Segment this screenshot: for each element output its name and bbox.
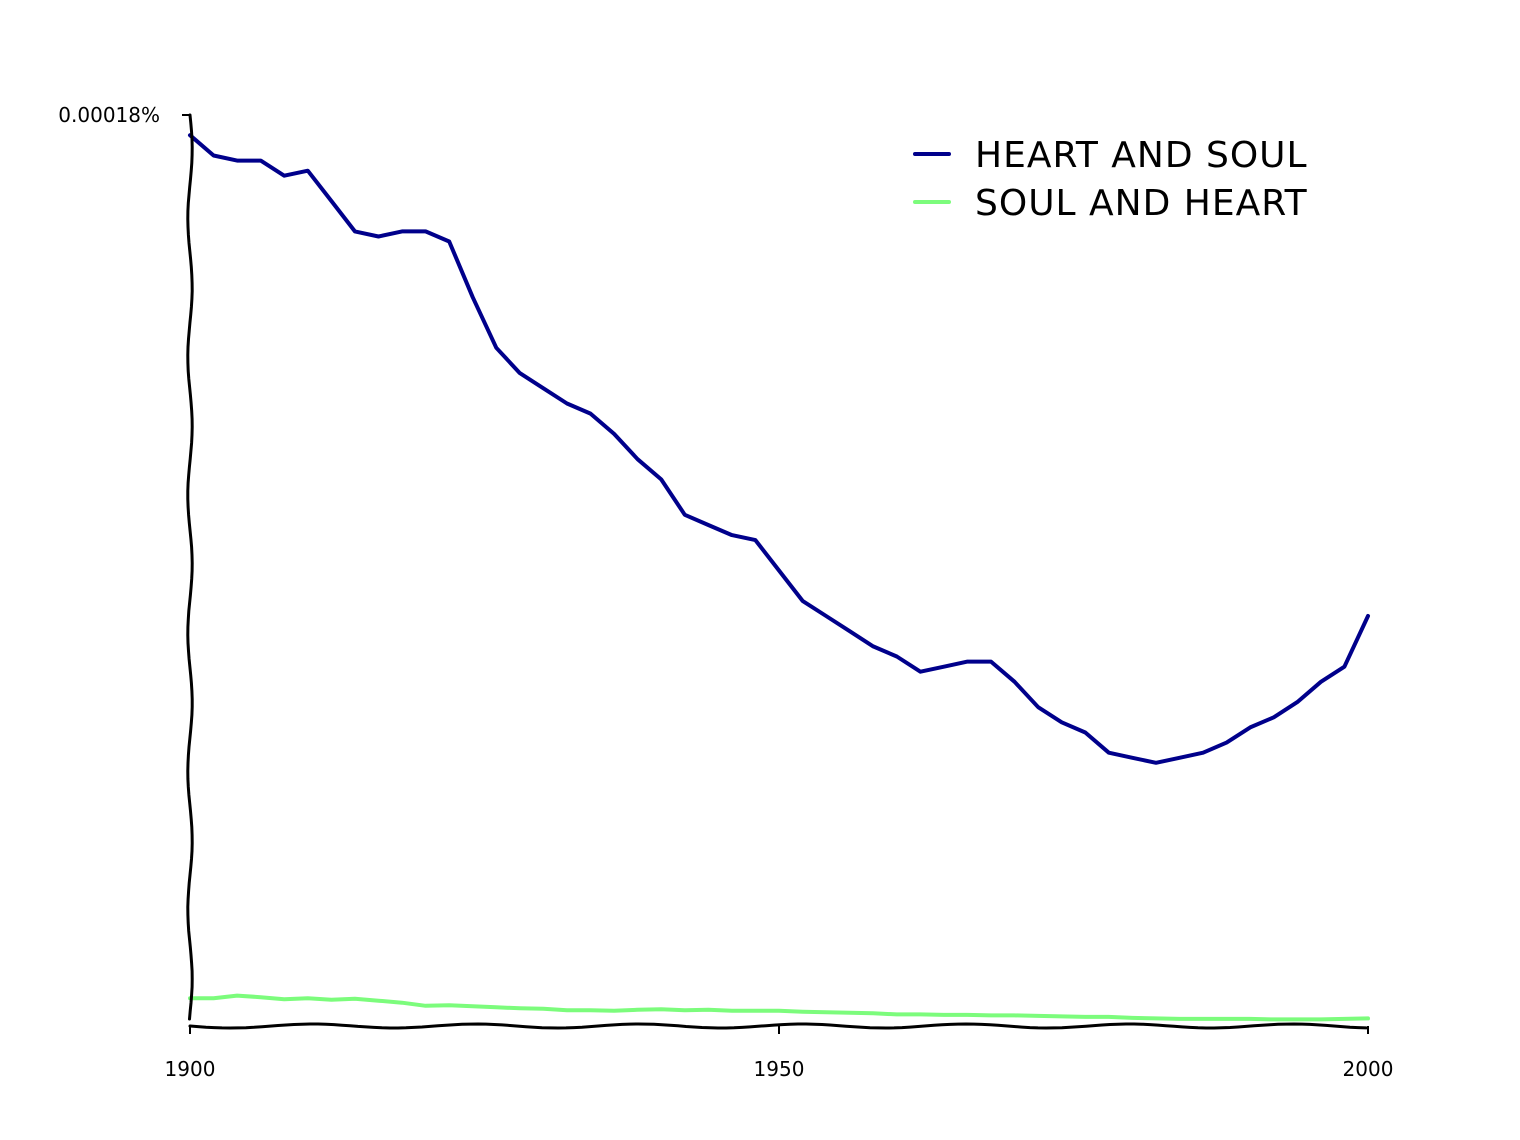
x-tick-label: 1900 (165, 1057, 216, 1081)
x-axis-line (188, 1022, 1368, 1030)
legend-label-soul-and-heart: SOUL AND HEART (975, 183, 1308, 224)
x-tick-label: 2000 (1343, 1057, 1394, 1081)
x-tick-label: 1950 (754, 1057, 805, 1081)
y-axis-line (186, 113, 194, 1021)
y-tick-label: 0.00018% (58, 103, 160, 127)
ticks: 1900 1950 2000 0.00018% (58, 103, 1393, 1081)
axes (186, 113, 1368, 1030)
legend-label-heart-and-soul: HEART AND SOUL (975, 135, 1308, 176)
legend: HEART AND SOUL SOUL AND HEART (913, 135, 1308, 224)
series-line-soul-and-heart (188, 993, 1370, 1022)
series-line-heart-and-soul (188, 133, 1370, 765)
series-layer (188, 133, 1370, 1022)
